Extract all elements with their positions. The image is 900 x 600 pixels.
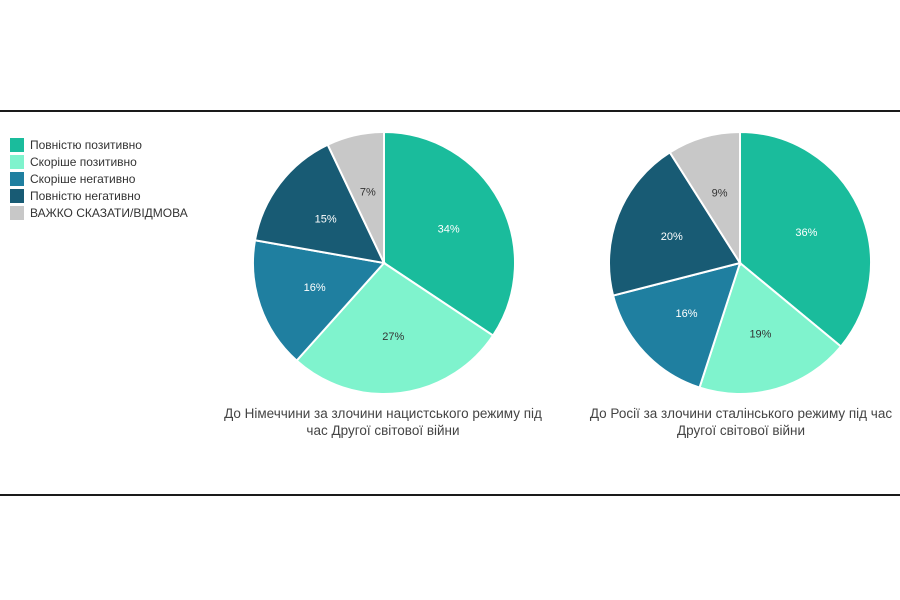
legend-item: Скоріше позитивно (10, 153, 188, 170)
legend-label: Скоріше негативно (30, 171, 136, 186)
top-divider (0, 110, 900, 112)
legend-label: ВАЖКО СКАЗАТИ/ВІДМОВА (30, 205, 188, 220)
caption-line: До Німеччини за злочини нацистського реж… (224, 406, 542, 421)
pie-slice-fully-negative (253, 143, 386, 265)
legend-item: ВАЖКО СКАЗАТИ/ВІДМОВА (10, 204, 188, 221)
pie-slice-rather-negative (252, 239, 386, 363)
chart-caption-germany: До Німеччини за злочини нацистського реж… (216, 405, 550, 439)
pie-slice-rather-positive (698, 261, 843, 395)
slice-label-fully-negative: 20% (661, 231, 683, 243)
pie-slice-rather-negative (611, 261, 742, 389)
pie-slice-rather-positive (295, 261, 495, 395)
slice-label-hard-to-say: 7% (360, 186, 376, 198)
legend-swatch (10, 154, 24, 169)
legend-label: Повністю позитивно (30, 137, 142, 152)
slice-label-rather-positive: 19% (749, 328, 771, 340)
legend-swatch (10, 205, 24, 220)
legend-item: Повністю позитивно (10, 136, 188, 153)
chart-caption-russia: До Росії за злочини сталінського режиму … (583, 405, 899, 439)
chart-legend: Повністю позитивно Скоріше позитивно Ско… (10, 136, 188, 221)
legend-swatch (10, 188, 24, 203)
slice-label-fully-positive: 34% (438, 223, 460, 235)
slice-label-hard-to-say: 9% (712, 188, 728, 200)
legend-item: Повністю негативно (10, 187, 188, 204)
pie-chart-russia: 36% 19% 16% 20% 9% (608, 130, 872, 395)
pie-slice-fully-negative (608, 151, 742, 297)
caption-line: час Другої світової війни (306, 423, 460, 438)
slice-label-rather-positive: 27% (382, 331, 404, 343)
pie-slice-fully-positive (739, 130, 872, 348)
caption-line: Другої світової війни (676, 423, 806, 438)
legend-item: Скоріше негативно (10, 170, 188, 187)
legend-swatch (10, 171, 24, 186)
slice-label-rather-negative: 16% (676, 308, 698, 320)
bottom-divider (0, 494, 900, 496)
slice-label-rather-negative: 16% (304, 282, 326, 294)
legend-label: Скоріше позитивно (30, 154, 137, 169)
pie-slice-hard-to-say (668, 130, 741, 267)
legend-label: Повністю негативно (30, 188, 141, 203)
slice-label-fully-negative: 15% (315, 214, 337, 226)
pie-slice-hard-to-say (326, 130, 385, 264)
pie-chart-germany: 34% 27% 16% 15% 7% (252, 130, 516, 395)
legend-swatch (10, 137, 24, 152)
slice-label-fully-positive: 36% (795, 227, 817, 239)
caption-line: До Росії за злочини сталінського режиму … (589, 406, 893, 421)
